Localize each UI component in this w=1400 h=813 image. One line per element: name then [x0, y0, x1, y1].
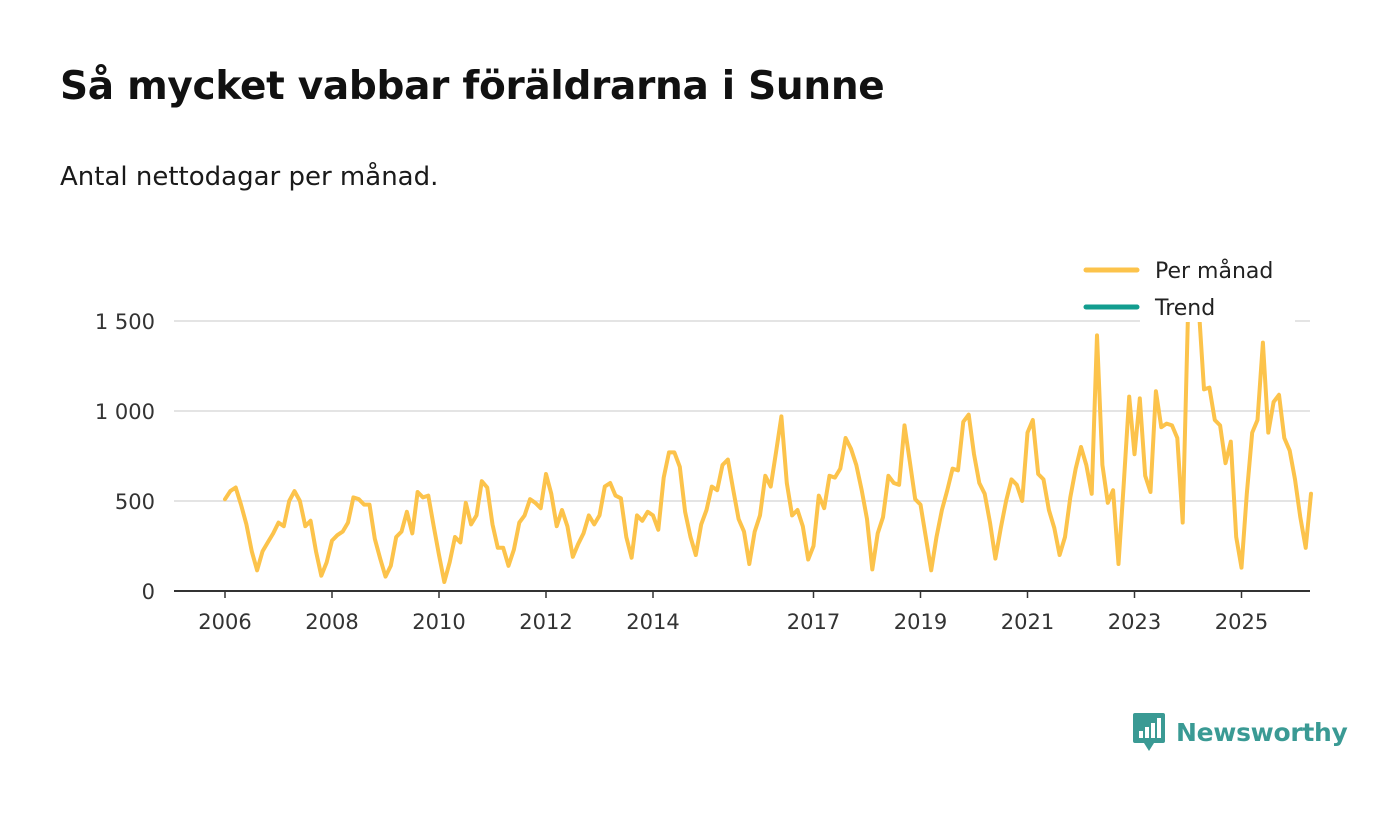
x-tick-label: 2019: [894, 610, 947, 634]
series-lines: [223, 277, 1313, 584]
series-per-manad-line: [223, 277, 1313, 584]
x-tick-label: 2023: [1108, 610, 1161, 634]
x-axis-ticks: 2006 2008 2010 2012 2014 2017 2019 2021 2023 2025: [198, 591, 1268, 634]
chart-title: Så mycket vabbar föräldrarna i Sunne: [60, 64, 885, 109]
x-tick-label: 2017: [787, 610, 840, 634]
y-tick-label: 1 000: [95, 400, 155, 424]
x-tick-label: 2008: [305, 610, 358, 634]
x-tick-label: 2021: [1001, 610, 1054, 634]
legend: Per månad Trend: [1083, 250, 1295, 322]
x-tick-label: 2010: [412, 610, 465, 634]
y-tick-label: 500: [115, 490, 155, 514]
y-axis-ticks: 0 500 1 000 1 500: [95, 310, 155, 604]
y-tick-label: 1 500: [95, 310, 155, 334]
legend-label-per-manad: Per månad: [1155, 258, 1273, 284]
x-tick-label: 2006: [198, 610, 251, 634]
y-tick-label: 0: [142, 580, 155, 604]
newsworthy-logo-icon: [1133, 713, 1165, 751]
x-tick-label: 2025: [1215, 610, 1268, 634]
legend-background: [1140, 250, 1295, 322]
newsworthy-logo: Newsworthy: [1132, 712, 1348, 752]
legend-label-trend: Trend: [1154, 296, 1215, 321]
brand-name: Newsworthy: [1176, 717, 1348, 747]
x-tick-label: 2014: [626, 610, 679, 634]
chart-subtitle: Antal nettodagar per månad.: [60, 162, 439, 192]
x-tick-label: 2012: [519, 610, 572, 634]
